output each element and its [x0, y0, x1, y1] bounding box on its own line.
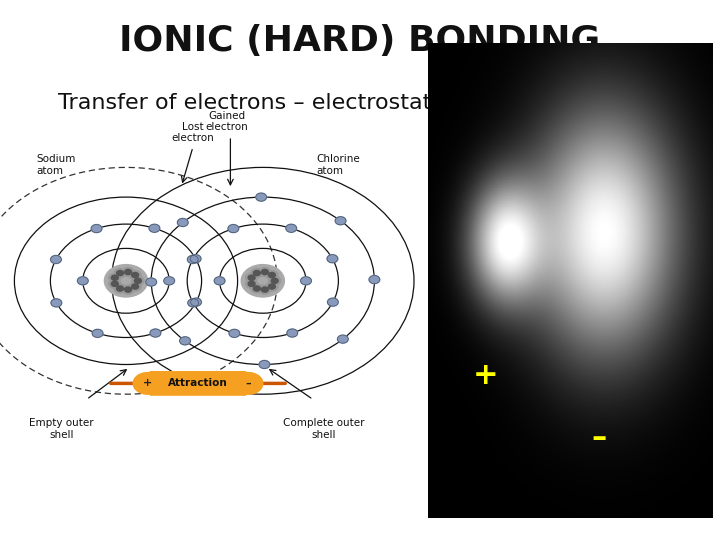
- Circle shape: [261, 269, 269, 275]
- Circle shape: [369, 275, 379, 284]
- Circle shape: [327, 255, 338, 263]
- Circle shape: [269, 276, 281, 285]
- Circle shape: [163, 276, 174, 285]
- Circle shape: [122, 285, 134, 294]
- Circle shape: [266, 271, 278, 280]
- Circle shape: [114, 284, 126, 293]
- Circle shape: [132, 273, 138, 278]
- Text: Complete outer
shell: Complete outer shell: [283, 418, 365, 440]
- Circle shape: [215, 276, 225, 285]
- Text: IONIC (HARD) BONDING: IONIC (HARD) BONDING: [120, 24, 600, 57]
- Circle shape: [146, 278, 157, 286]
- Circle shape: [271, 278, 278, 284]
- Circle shape: [125, 287, 132, 292]
- Circle shape: [251, 268, 263, 278]
- Circle shape: [122, 267, 134, 276]
- Circle shape: [177, 219, 188, 227]
- Text: Empty outer
shell: Empty outer shell: [29, 418, 94, 440]
- Circle shape: [92, 329, 103, 338]
- Text: Lost
electron: Lost electron: [171, 122, 215, 143]
- Circle shape: [78, 276, 89, 285]
- Text: +: +: [472, 361, 498, 390]
- Circle shape: [246, 279, 258, 288]
- Circle shape: [129, 271, 141, 280]
- Circle shape: [135, 278, 141, 284]
- Circle shape: [50, 255, 61, 264]
- Circle shape: [259, 360, 270, 368]
- Circle shape: [335, 217, 346, 225]
- Circle shape: [229, 329, 240, 338]
- Circle shape: [132, 276, 144, 285]
- Circle shape: [269, 284, 275, 289]
- Circle shape: [256, 193, 266, 201]
- Circle shape: [117, 286, 124, 291]
- Circle shape: [287, 329, 297, 337]
- Circle shape: [251, 284, 263, 293]
- Circle shape: [109, 273, 121, 282]
- Circle shape: [338, 335, 348, 343]
- Text: +: +: [143, 379, 152, 388]
- Circle shape: [190, 255, 201, 263]
- Circle shape: [180, 337, 191, 345]
- Circle shape: [112, 281, 118, 286]
- Text: Attraction: Attraction: [168, 379, 228, 388]
- Circle shape: [253, 271, 261, 276]
- Circle shape: [109, 279, 121, 288]
- Circle shape: [248, 281, 255, 286]
- Bar: [428, 43, 713, 518]
- Circle shape: [132, 284, 138, 289]
- Circle shape: [241, 265, 284, 297]
- Text: Sodium
atom: Sodium atom: [36, 154, 76, 176]
- Circle shape: [188, 299, 199, 307]
- Circle shape: [228, 225, 239, 233]
- Circle shape: [248, 275, 255, 280]
- Circle shape: [51, 299, 62, 307]
- Circle shape: [301, 276, 311, 285]
- Circle shape: [286, 224, 297, 232]
- Circle shape: [234, 373, 263, 394]
- Circle shape: [104, 265, 148, 297]
- Text: Gained
electron: Gained electron: [205, 111, 248, 132]
- Circle shape: [253, 286, 261, 291]
- Circle shape: [246, 273, 258, 282]
- Circle shape: [133, 373, 162, 394]
- Text: Chlorine
atom: Chlorine atom: [317, 154, 361, 176]
- Circle shape: [117, 271, 124, 276]
- Circle shape: [269, 273, 275, 278]
- Circle shape: [125, 269, 132, 275]
- Circle shape: [261, 287, 269, 292]
- Circle shape: [266, 282, 278, 291]
- Circle shape: [149, 224, 160, 232]
- Circle shape: [191, 298, 202, 306]
- Circle shape: [91, 225, 102, 233]
- Circle shape: [258, 267, 271, 276]
- Circle shape: [328, 298, 338, 306]
- Circle shape: [187, 255, 198, 264]
- Text: –: –: [591, 423, 607, 452]
- Text: –: –: [246, 379, 251, 388]
- FancyBboxPatch shape: [149, 371, 247, 396]
- Circle shape: [129, 282, 141, 291]
- Circle shape: [112, 275, 118, 280]
- Circle shape: [150, 329, 161, 337]
- Text: Transfer of electrons – electrostatic interaction: Transfer of electrons – electrostatic in…: [58, 92, 577, 113]
- Circle shape: [258, 285, 271, 294]
- Circle shape: [114, 268, 126, 278]
